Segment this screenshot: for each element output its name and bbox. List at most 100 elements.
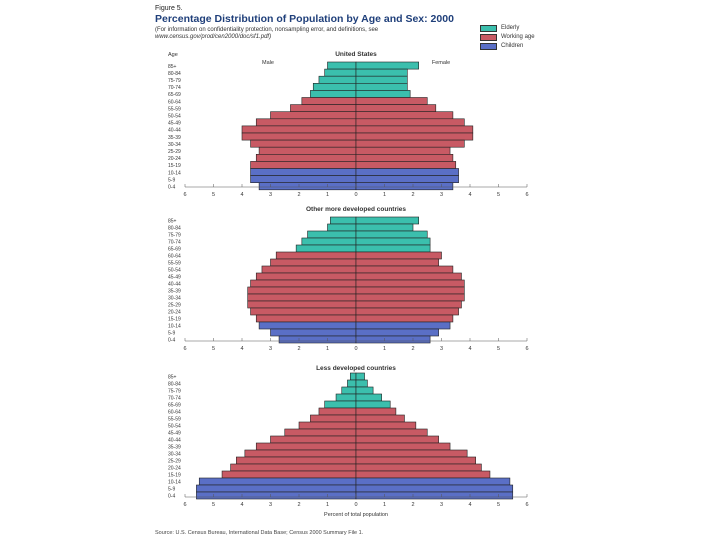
- x-tick-label: 2: [411, 502, 414, 508]
- bar-male: [250, 175, 357, 184]
- bar-male: [301, 237, 357, 246]
- bar-male: [230, 463, 357, 472]
- bar-male: [324, 400, 357, 409]
- age-tick-label: 25-29: [168, 149, 181, 155]
- bar-female: [355, 97, 428, 105]
- bar-male: [270, 258, 357, 267]
- legend-label-elderly: Elderly: [501, 25, 520, 31]
- age-tick-label: 35-39: [168, 289, 181, 295]
- bar-male: [330, 216, 357, 225]
- age-tick-label: 25-29: [168, 303, 181, 309]
- age-tick-label: 15-19: [168, 317, 181, 323]
- age-tick-label: 40-44: [168, 128, 181, 134]
- x-tick-label: 3: [269, 346, 272, 352]
- bar-female: [355, 237, 431, 246]
- age-tick-label: 85+: [168, 219, 177, 225]
- panel-title: Less developed countries: [316, 365, 396, 372]
- bar-male: [312, 83, 357, 91]
- bar-male: [270, 328, 357, 337]
- x-tick-label: 0: [354, 346, 357, 352]
- x-tick-label: 5: [212, 502, 215, 508]
- bar-female: [355, 223, 414, 232]
- x-tick-label: 6: [525, 192, 528, 198]
- age-tick-label: 45-49: [168, 431, 181, 437]
- bar-female: [355, 428, 428, 437]
- bar-female: [355, 300, 462, 309]
- panel-title: United States: [335, 51, 377, 58]
- age-tick-label: 15-19: [168, 163, 181, 169]
- age-tick-label: 50-54: [168, 424, 181, 430]
- age-tick-label: 85+: [168, 375, 177, 381]
- age-tick-label: 75-79: [168, 389, 181, 395]
- bar-female: [355, 293, 465, 302]
- x-tick-label: 6: [525, 346, 528, 352]
- bar-male: [270, 435, 357, 444]
- bar-female: [355, 321, 451, 330]
- bar-female: [355, 307, 459, 316]
- age-tick-label: 5-9: [168, 331, 175, 337]
- bar-female: [355, 75, 408, 84]
- bar-male: [247, 293, 357, 302]
- legend-item-children: Children: [480, 42, 535, 50]
- figure-subtitle: (For information on confidentiality prot…: [155, 27, 379, 33]
- age-tick-label: 60-64: [168, 254, 181, 260]
- bar-female: [355, 111, 454, 120]
- age-tick-label: 75-79: [168, 233, 181, 239]
- bar-female: [355, 90, 411, 98]
- x-tick-label: 4: [240, 346, 243, 352]
- age-tick-label: 10-14: [168, 170, 181, 176]
- age-tick-label: 75-79: [168, 78, 181, 84]
- age-tick-label: 55-59: [168, 106, 181, 112]
- x-tick-label: 1: [326, 346, 329, 352]
- x-tick-label: 0: [354, 192, 357, 198]
- bar-male: [310, 90, 357, 98]
- bar-male: [255, 154, 357, 162]
- x-tick-label: 6: [525, 502, 528, 508]
- x-tick-label: 3: [269, 502, 272, 508]
- figure-title: Percentage Distribution of Population by…: [155, 13, 454, 25]
- bar-male: [310, 414, 357, 423]
- figure-url: www.census.gov/prod/cen2000/doc/sf1.pdf): [155, 34, 272, 40]
- bar-female: [355, 456, 476, 465]
- age-tick-label: 30-34: [168, 142, 181, 148]
- x-tick-label: 1: [326, 192, 329, 198]
- x-tick-label: 5: [497, 192, 500, 198]
- age-tick-label: 60-64: [168, 99, 181, 105]
- x-tick-label: 4: [468, 192, 471, 198]
- x-tick-label: 5: [212, 192, 215, 198]
- age-tick-label: 85+: [168, 64, 177, 70]
- bar-male: [255, 118, 357, 127]
- bar-female: [355, 154, 454, 162]
- bar-female: [355, 372, 365, 381]
- x-tick-label: 3: [440, 346, 443, 352]
- age-tick-label: 30-34: [168, 452, 181, 458]
- bar-male: [318, 75, 357, 84]
- age-tick-label: 15-19: [168, 473, 181, 479]
- bar-male: [221, 470, 357, 479]
- bar-male: [196, 491, 357, 500]
- age-tick-label: 35-39: [168, 135, 181, 141]
- bar-male: [290, 104, 357, 112]
- x-tick-label: 4: [240, 192, 243, 198]
- bar-female: [355, 400, 391, 409]
- bar-male: [261, 265, 357, 274]
- age-tick-label: 10-14: [168, 324, 181, 330]
- x-tick-label: 3: [440, 192, 443, 198]
- age-tick-label: 40-44: [168, 282, 181, 288]
- bar-male: [198, 477, 357, 486]
- bar-female: [355, 216, 420, 225]
- age-tick-label: 10-14: [168, 480, 181, 486]
- age-tick-label: 55-59: [168, 261, 181, 267]
- bar-male: [341, 386, 357, 395]
- x-tick-label: 6: [183, 502, 186, 508]
- bar-male: [241, 125, 357, 134]
- bar-male: [247, 286, 357, 295]
- bar-male: [250, 168, 357, 176]
- x-tick-label: 5: [497, 346, 500, 352]
- male-label: Male: [262, 60, 274, 66]
- legend-label-children: Children: [501, 43, 524, 49]
- bar-male: [250, 279, 357, 288]
- bar-male: [196, 484, 357, 493]
- legend-swatch-elderly: [480, 24, 497, 32]
- age-tick-label: 35-39: [168, 445, 181, 451]
